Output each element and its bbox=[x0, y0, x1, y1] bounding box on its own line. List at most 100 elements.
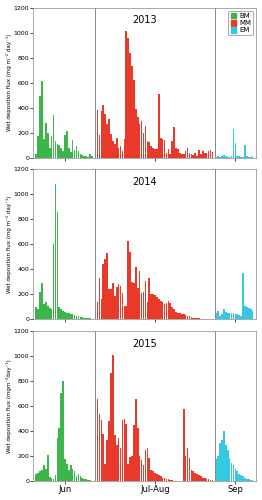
Bar bbox=[242, 273, 244, 320]
Bar bbox=[252, 310, 253, 320]
Bar bbox=[133, 425, 135, 482]
Bar bbox=[114, 296, 116, 320]
Bar bbox=[229, 458, 231, 481]
Bar bbox=[99, 414, 100, 482]
Bar bbox=[200, 476, 202, 482]
Bar bbox=[37, 310, 39, 320]
Bar bbox=[87, 480, 89, 482]
Bar bbox=[89, 318, 91, 320]
Bar bbox=[150, 470, 152, 482]
Bar bbox=[219, 316, 221, 320]
Bar bbox=[118, 148, 119, 158]
Bar bbox=[225, 156, 227, 158]
Bar bbox=[217, 310, 219, 320]
Bar bbox=[221, 440, 223, 482]
Bar bbox=[74, 315, 75, 320]
Bar bbox=[45, 302, 47, 320]
Bar bbox=[37, 136, 39, 158]
Bar bbox=[234, 314, 236, 320]
Bar bbox=[72, 314, 73, 320]
Bar bbox=[110, 134, 112, 158]
Bar bbox=[112, 283, 114, 320]
Bar bbox=[106, 440, 108, 482]
Bar bbox=[170, 154, 171, 158]
Bar bbox=[120, 448, 121, 482]
Bar bbox=[70, 314, 72, 320]
Bar bbox=[225, 312, 227, 320]
Bar bbox=[204, 152, 206, 158]
Bar bbox=[125, 306, 127, 320]
Bar bbox=[158, 94, 160, 158]
Bar bbox=[244, 146, 246, 158]
Bar bbox=[137, 117, 139, 158]
Bar bbox=[221, 156, 223, 158]
Bar bbox=[108, 422, 110, 482]
Bar bbox=[41, 82, 43, 158]
Bar bbox=[231, 462, 232, 481]
Bar bbox=[70, 152, 72, 158]
Bar bbox=[146, 140, 148, 158]
Bar bbox=[35, 474, 37, 482]
Bar bbox=[58, 307, 60, 320]
Bar bbox=[171, 142, 173, 158]
Bar bbox=[219, 157, 221, 158]
Bar bbox=[62, 150, 64, 158]
Bar bbox=[139, 124, 140, 158]
Bar bbox=[145, 126, 146, 158]
Bar bbox=[104, 260, 106, 320]
Bar bbox=[139, 456, 140, 481]
Bar bbox=[160, 476, 162, 482]
Bar bbox=[237, 156, 238, 158]
Legend: BM, MM, EM: BM, MM, EM bbox=[228, 11, 253, 36]
Bar bbox=[252, 156, 253, 158]
Bar bbox=[114, 435, 116, 482]
Bar bbox=[78, 474, 79, 482]
Bar bbox=[83, 156, 85, 158]
Bar bbox=[181, 154, 183, 158]
Bar bbox=[223, 310, 225, 320]
Y-axis label: Wet deposition flux (mg m⁻² day⁻¹): Wet deposition flux (mg m⁻² day⁻¹) bbox=[6, 34, 12, 131]
Bar bbox=[51, 310, 52, 320]
Bar bbox=[196, 156, 198, 158]
Bar bbox=[193, 472, 194, 482]
Bar bbox=[68, 470, 70, 482]
Bar bbox=[170, 480, 171, 482]
Bar bbox=[210, 150, 211, 158]
Bar bbox=[43, 304, 45, 320]
Bar bbox=[233, 313, 234, 320]
Bar bbox=[141, 460, 143, 481]
Bar bbox=[252, 480, 253, 482]
Bar bbox=[55, 142, 56, 158]
Bar bbox=[217, 456, 219, 481]
Bar bbox=[133, 80, 135, 158]
Bar bbox=[116, 138, 118, 158]
Bar bbox=[185, 150, 187, 158]
Bar bbox=[110, 372, 112, 482]
Bar bbox=[62, 310, 64, 320]
Bar bbox=[87, 157, 89, 158]
Bar bbox=[185, 315, 187, 320]
Bar bbox=[112, 142, 114, 158]
Bar bbox=[64, 459, 66, 481]
Bar bbox=[101, 112, 102, 158]
Bar bbox=[101, 420, 102, 482]
Bar bbox=[240, 157, 242, 158]
Bar bbox=[78, 152, 79, 158]
Bar bbox=[234, 142, 236, 158]
Bar bbox=[185, 456, 187, 481]
Bar bbox=[49, 148, 51, 158]
Bar bbox=[141, 122, 143, 158]
Bar bbox=[219, 442, 221, 482]
Bar bbox=[166, 479, 167, 482]
Bar bbox=[183, 154, 184, 158]
Bar bbox=[43, 139, 45, 158]
Bar bbox=[194, 318, 196, 320]
Bar bbox=[68, 313, 70, 320]
Bar bbox=[181, 314, 183, 320]
Bar bbox=[177, 150, 179, 158]
Bar bbox=[124, 306, 125, 320]
Bar bbox=[64, 135, 66, 158]
Bar bbox=[127, 240, 129, 320]
Bar bbox=[60, 392, 62, 482]
Bar bbox=[95, 138, 96, 158]
